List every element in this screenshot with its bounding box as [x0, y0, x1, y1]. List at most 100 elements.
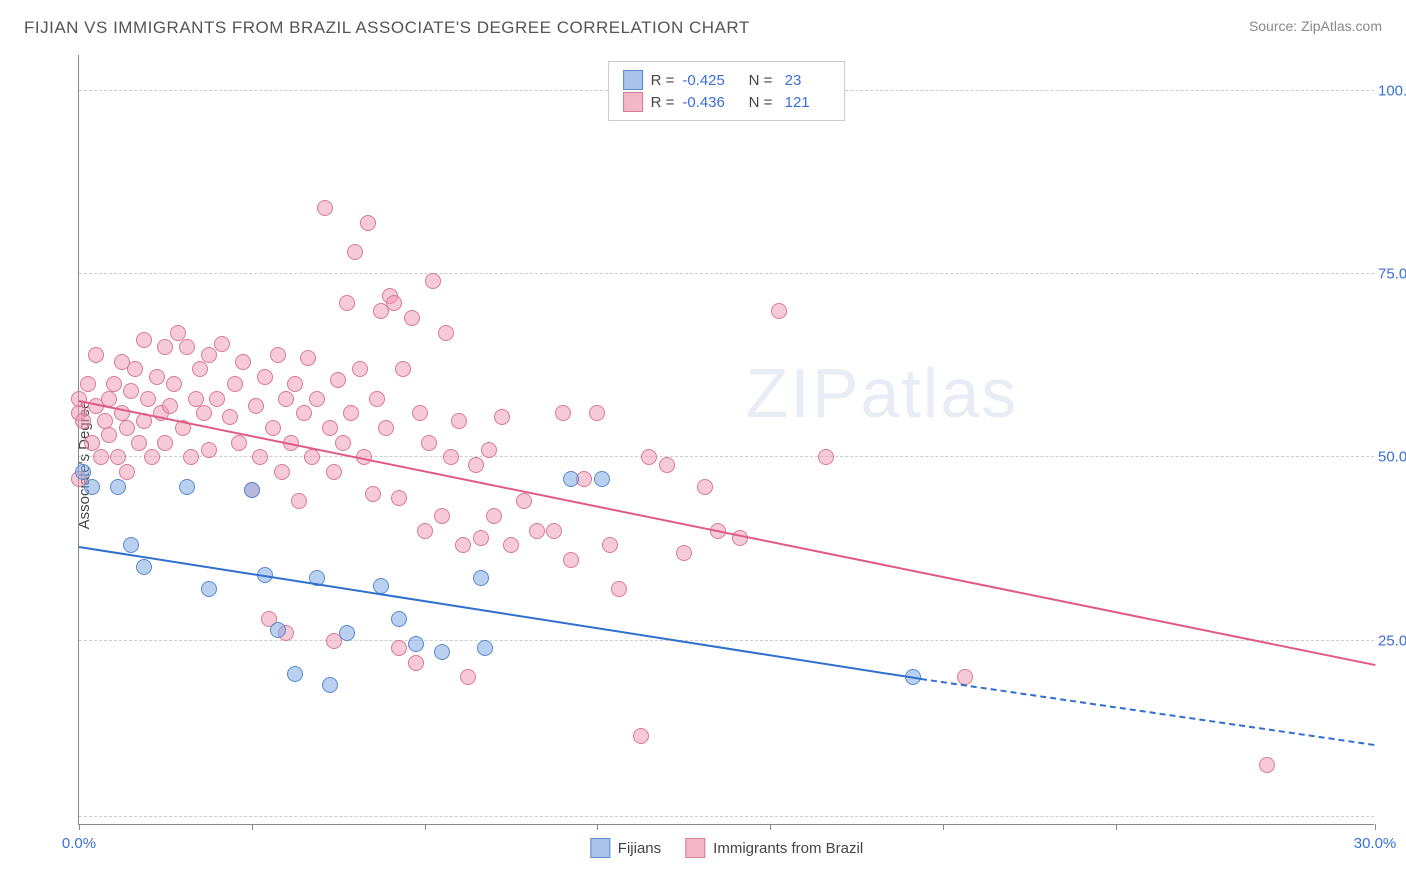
data-point — [391, 611, 407, 627]
y-tick-label: 25.0% — [1378, 632, 1406, 649]
legend-r-value: -0.425 — [682, 72, 732, 89]
data-point — [455, 537, 471, 553]
data-point — [252, 449, 268, 465]
data-point — [395, 361, 411, 377]
data-point — [201, 581, 217, 597]
y-tick-label: 100.0% — [1378, 82, 1406, 99]
data-point — [127, 361, 143, 377]
data-point — [291, 493, 307, 509]
data-point — [131, 435, 147, 451]
data-point — [659, 457, 675, 473]
data-point — [326, 464, 342, 480]
legend-item: Immigrants from Brazil — [685, 838, 863, 858]
legend-row: R =-0.436 N = 121 — [623, 92, 831, 112]
data-point — [339, 295, 355, 311]
data-point — [179, 339, 195, 355]
data-point — [149, 369, 165, 385]
data-point — [235, 354, 251, 370]
data-point — [563, 552, 579, 568]
data-point — [417, 523, 433, 539]
data-point — [84, 479, 100, 495]
data-point — [408, 636, 424, 652]
data-point — [144, 449, 160, 465]
x-tick — [597, 824, 598, 830]
series-legend: Fijians Immigrants from Brazil — [590, 838, 863, 858]
legend-n-value: 23 — [780, 72, 830, 89]
data-point — [330, 372, 346, 388]
data-point — [529, 523, 545, 539]
x-tick — [943, 824, 944, 830]
data-point — [391, 640, 407, 656]
legend-swatch — [623, 70, 643, 90]
y-tick-label: 50.0% — [1378, 449, 1406, 466]
data-point — [468, 457, 484, 473]
data-point — [322, 420, 338, 436]
data-point — [296, 405, 312, 421]
data-point — [244, 482, 260, 498]
data-point — [75, 464, 91, 480]
data-point — [287, 376, 303, 392]
data-point — [222, 409, 238, 425]
x-tick — [252, 824, 253, 830]
data-point — [602, 537, 618, 553]
data-point — [343, 405, 359, 421]
data-point — [404, 310, 420, 326]
legend-swatch — [685, 838, 705, 858]
data-point — [434, 644, 450, 660]
data-point — [123, 383, 139, 399]
data-point — [110, 449, 126, 465]
data-point — [473, 570, 489, 586]
chart-source: Source: ZipAtlas.com — [1249, 18, 1382, 34]
data-point — [136, 332, 152, 348]
legend-r-value: -0.436 — [682, 94, 732, 111]
legend-item: Fijians — [590, 838, 661, 858]
data-point — [633, 728, 649, 744]
data-point — [183, 449, 199, 465]
data-point — [304, 449, 320, 465]
legend-r-label: R = — [651, 72, 675, 89]
data-point — [339, 625, 355, 641]
legend-n-label: N = — [740, 94, 772, 111]
data-point — [84, 435, 100, 451]
data-point — [97, 413, 113, 429]
data-point — [270, 347, 286, 363]
data-point — [317, 200, 333, 216]
data-point — [170, 325, 186, 341]
x-tick — [770, 824, 771, 830]
legend-n-label: N = — [740, 72, 772, 89]
data-point — [162, 398, 178, 414]
data-point — [157, 435, 173, 451]
data-point — [265, 420, 281, 436]
data-point — [119, 464, 135, 480]
data-point — [188, 391, 204, 407]
data-point — [274, 464, 290, 480]
data-point — [101, 427, 117, 443]
data-point — [257, 369, 273, 385]
data-point — [503, 537, 519, 553]
gridline — [79, 456, 1374, 457]
data-point — [209, 391, 225, 407]
data-point — [322, 677, 338, 693]
y-tick-label: 75.0% — [1378, 266, 1406, 283]
data-point — [369, 391, 385, 407]
data-point — [309, 391, 325, 407]
data-point — [486, 508, 502, 524]
data-point — [473, 530, 489, 546]
x-tick — [1116, 824, 1117, 830]
data-point — [75, 413, 91, 429]
data-point — [555, 405, 571, 421]
data-point — [460, 669, 476, 685]
data-point — [140, 391, 156, 407]
x-tick-label: 30.0% — [1354, 835, 1397, 852]
legend-n-value: 121 — [780, 94, 830, 111]
chart-title: FIJIAN VS IMMIGRANTS FROM BRAZIL ASSOCIA… — [24, 18, 750, 38]
data-point — [227, 376, 243, 392]
data-point — [231, 435, 247, 451]
data-point — [771, 303, 787, 319]
x-tick — [1375, 824, 1376, 830]
data-point — [196, 405, 212, 421]
data-point — [477, 640, 493, 656]
data-point — [494, 409, 510, 425]
data-point — [93, 449, 109, 465]
data-point — [1259, 757, 1275, 773]
